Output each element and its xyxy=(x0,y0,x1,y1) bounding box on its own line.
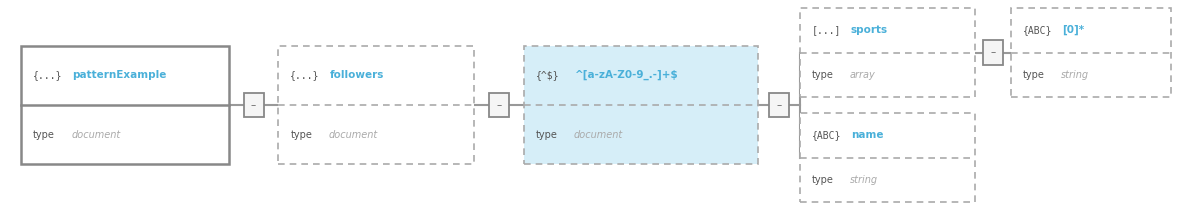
Text: string: string xyxy=(1061,70,1089,80)
Text: followers: followers xyxy=(329,70,384,80)
Text: –: – xyxy=(776,100,782,110)
Text: {...}: {...} xyxy=(33,70,63,80)
Text: –: – xyxy=(991,47,995,58)
Text: {^$}: {^$} xyxy=(536,70,559,80)
Text: document: document xyxy=(71,130,121,140)
Text: type: type xyxy=(812,70,833,80)
Text: document: document xyxy=(574,130,623,140)
Text: –: – xyxy=(251,100,256,110)
Text: –: – xyxy=(497,100,501,110)
Text: {...}: {...} xyxy=(290,70,320,80)
Text: {ABC}: {ABC} xyxy=(1023,25,1052,35)
Text: type: type xyxy=(33,130,55,140)
Bar xyxy=(489,93,510,117)
Bar xyxy=(800,113,975,202)
Text: type: type xyxy=(290,130,312,140)
Text: [0]*: [0]* xyxy=(1062,25,1084,35)
Bar xyxy=(769,93,789,117)
Bar xyxy=(800,8,975,97)
Bar xyxy=(21,46,229,164)
Text: type: type xyxy=(536,130,557,140)
Text: patternExample: patternExample xyxy=(72,70,167,80)
Text: {ABC}: {ABC} xyxy=(812,130,841,140)
Bar xyxy=(1011,8,1171,97)
Bar xyxy=(278,46,474,164)
Bar xyxy=(524,46,758,164)
Text: ^[a-zA-Z0-9_.-]+$: ^[a-zA-Z0-9_.-]+$ xyxy=(575,70,679,80)
Bar xyxy=(984,40,1003,64)
Text: document: document xyxy=(328,130,378,140)
Text: sports: sports xyxy=(851,25,888,35)
Text: type: type xyxy=(1023,70,1044,80)
Text: string: string xyxy=(850,175,878,185)
Text: type: type xyxy=(812,175,833,185)
Bar xyxy=(244,93,263,117)
Text: name: name xyxy=(851,130,883,140)
Text: array: array xyxy=(850,70,876,80)
Text: [...]: [...] xyxy=(812,25,841,35)
